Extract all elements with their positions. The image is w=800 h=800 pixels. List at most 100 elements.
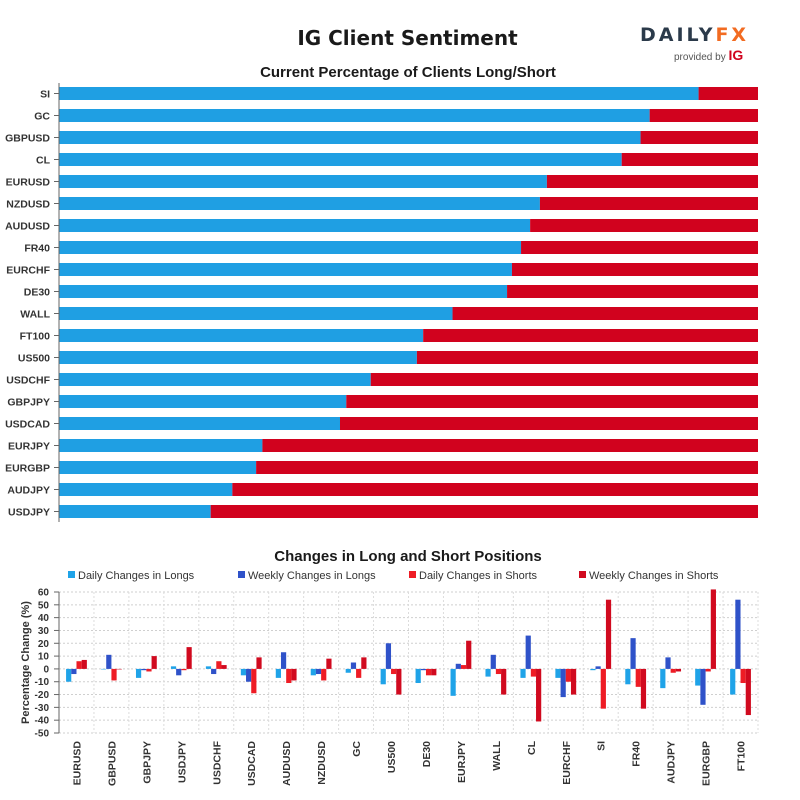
category-label-us500: US500: [18, 353, 50, 365]
change-bar-ft100-2: [735, 599, 741, 669]
change-bar-fr40-1: [625, 668, 631, 685]
change-bar-fr40-4: [640, 668, 647, 709]
change-bar-de30-2: [420, 668, 426, 671]
change-bar-us500-1: [380, 668, 386, 685]
change-bar-wall-1: [485, 668, 491, 677]
change-bar-eurjpy-4: [466, 640, 472, 669]
change-bar-gbpusd-1: [101, 668, 107, 670]
change-bar-eurchf-2: [560, 668, 566, 698]
logo-wordmark: DAILYFX: [640, 24, 750, 46]
y-tick-label: -50: [35, 729, 50, 740]
short-bar-us500: [416, 351, 758, 364]
long-bar-usdcad: [59, 417, 340, 430]
x-tick-label-ft100: FT100: [736, 741, 748, 772]
legend-label-3: Daily Changes in Shorts: [419, 570, 538, 582]
change-bar-usdcad-4: [256, 657, 262, 669]
short-bar-usdjpy: [210, 505, 759, 518]
long-bar-usdchf: [59, 373, 371, 386]
change-bar-usdjpy-4: [186, 647, 192, 669]
sentiment-chart-title: Current Percentage of Clients Long/Short: [260, 64, 556, 81]
change-bar-usdcad-2: [246, 668, 252, 682]
short-bar-gc: [649, 109, 758, 122]
change-bar-eurusd-3: [76, 661, 82, 669]
change-bar-usdchf-4: [221, 665, 227, 669]
short-bar-cl: [621, 153, 758, 166]
change-bar-si-3: [600, 668, 606, 709]
short-bar-fr40: [521, 241, 758, 254]
long-bar-nzdusd: [59, 197, 540, 210]
change-bar-ft100-4: [745, 668, 751, 716]
change-bar-usdjpy-1: [170, 666, 177, 669]
change-bar-audusd-4: [291, 668, 297, 681]
y-tick-label: -40: [35, 716, 50, 727]
logo-provided-by: provided by IG: [674, 47, 744, 63]
change-bar-us500-3: [391, 668, 397, 675]
x-tick-label-nzdusd: NZDUSD: [316, 741, 328, 785]
change-bar-audjpy-4: [675, 668, 682, 672]
change-bar-usdjpy-2: [176, 668, 182, 676]
change-bar-gc-4: [361, 657, 367, 669]
category-label-eurchf: EURCHF: [6, 265, 50, 277]
category-label-gc: GC: [34, 111, 50, 123]
change-bar-eurusd-4: [81, 659, 87, 669]
legend-swatch-1: [68, 571, 75, 578]
x-tick-label-usdcad: USDCAD: [246, 741, 258, 786]
long-bar-us500: [59, 351, 417, 364]
category-label-nzdusd: NZDUSD: [6, 199, 50, 211]
long-bar-gbpusd: [59, 131, 641, 144]
change-bar-ft100-3: [740, 668, 746, 684]
change-bar-us500-4: [396, 668, 402, 695]
change-bar-eurusd-1: [66, 668, 72, 682]
change-bar-gbpjpy-4: [151, 656, 157, 669]
category-label-audjpy: AUDJPY: [7, 485, 50, 497]
category-label-cl: CL: [36, 155, 51, 167]
legend-label-4: Weekly Changes in Shorts: [589, 570, 719, 582]
y-tick-label: 0: [43, 664, 49, 675]
category-label-eurgbp: EURGBP: [5, 463, 50, 475]
change-bar-fr40-2: [630, 638, 636, 669]
x-tick-label-de30: DE30: [421, 741, 433, 767]
category-label-audusd: AUDUSD: [5, 221, 50, 233]
change-bar-de30-1: [415, 668, 421, 684]
y-tick-label: 60: [38, 588, 50, 599]
x-tick-label-eurusd: EURUSD: [71, 741, 83, 786]
change-bar-fr40-3: [635, 668, 641, 687]
short-bar-audjpy: [232, 483, 759, 496]
long-bar-audusd: [59, 219, 531, 232]
change-bar-usdchf-3: [216, 661, 222, 669]
short-bar-ft100: [423, 329, 758, 342]
change-bar-gbpjpy-1: [135, 668, 142, 678]
change-bar-usdjpy-3: [181, 668, 187, 671]
change-bar-gbpusd-2: [106, 654, 112, 669]
long-bar-wall: [59, 307, 453, 320]
change-bar-eurjpy-2: [455, 663, 461, 669]
legend-swatch-3: [409, 571, 416, 578]
change-bar-usdchf-2: [211, 668, 217, 675]
y-tick-label: 30: [38, 626, 50, 637]
x-tick-label-cl: CL: [526, 740, 538, 755]
change-bar-si-4: [605, 599, 612, 669]
change-bar-audjpy-1: [660, 668, 666, 689]
long-bar-usdjpy: [59, 505, 211, 518]
category-label-gbpjpy: GBPJPY: [7, 397, 50, 409]
short-bar-nzdusd: [539, 197, 758, 210]
short-bar-usdcad: [339, 417, 758, 430]
change-bar-cl-4: [536, 668, 542, 722]
change-bar-si-1: [590, 668, 596, 671]
change-bar-de30-4: [431, 668, 437, 676]
change-bar-us500-2: [385, 643, 392, 669]
x-tick-label-eurchf: EURCHF: [561, 740, 573, 784]
short-bar-gbpjpy: [346, 395, 758, 408]
category-label-de30: DE30: [24, 287, 50, 299]
change-bar-gbpjpy-3: [146, 668, 152, 672]
change-bar-gc-3: [356, 668, 362, 678]
category-label-fr40: FR40: [24, 243, 50, 255]
short-bar-de30: [507, 285, 758, 298]
category-label-ft100: FT100: [20, 331, 51, 343]
x-tick-label-audjpy: AUDJPY: [666, 741, 678, 784]
long-bar-gbpjpy: [59, 395, 347, 408]
category-label-eurjpy: EURJPY: [8, 441, 50, 453]
change-bar-gbpusd-4: [116, 668, 122, 670]
change-bar-cl-3: [530, 668, 537, 677]
